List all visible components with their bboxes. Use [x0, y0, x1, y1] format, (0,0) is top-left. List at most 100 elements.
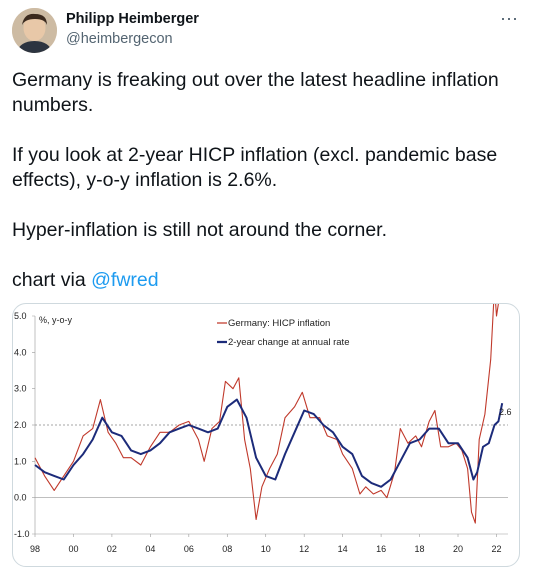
data-point: [150, 450, 151, 451]
data-point: [73, 461, 74, 462]
data-point: [265, 475, 266, 476]
data-point: [92, 428, 93, 429]
x-tick-label: 10: [261, 544, 271, 554]
tweet-paragraph-4: chart via @fwred: [12, 268, 512, 293]
data-point: [73, 464, 74, 465]
data-point: [131, 450, 132, 451]
data-point: [438, 428, 439, 429]
data-point: [409, 443, 410, 444]
data-point: [471, 512, 472, 513]
tweet-paragraph-3: Hyper-inflation is still not around the …: [12, 219, 388, 241]
y-axis-label: %, y-o-y: [39, 315, 73, 325]
data-point: [319, 417, 320, 418]
data-point: [390, 479, 391, 480]
more-horizontal-icon[interactable]: ⋯: [500, 9, 519, 29]
data-point: [159, 443, 160, 444]
data-point: [496, 315, 497, 316]
tweet-paragraph-2: If you look at 2-year HICP inflation (ex…: [12, 144, 498, 191]
legend-red-label: Germany: HICP inflation: [228, 318, 330, 329]
series-line-hicp: [34, 304, 499, 524]
data-point: [207, 432, 208, 433]
data-point: [44, 475, 45, 476]
x-tick-label: 12: [299, 544, 309, 554]
x-tick-label: 08: [222, 544, 232, 554]
author-name[interactable]: Philipp Heimberger: [66, 11, 199, 27]
chart-series: [34, 304, 504, 524]
data-point: [140, 464, 141, 465]
data-point: [359, 493, 360, 494]
data-point: [482, 446, 483, 447]
data-point: [332, 432, 333, 433]
data-point: [484, 414, 485, 415]
y-tick-label: 3.0: [14, 384, 27, 394]
data-point: [467, 468, 468, 469]
x-tick-label: 04: [145, 544, 155, 554]
data-point: [225, 381, 226, 382]
data-point: [150, 446, 151, 447]
data-point: [102, 417, 103, 418]
y-tick-label: 4.0: [14, 347, 27, 357]
data-point: [204, 461, 205, 462]
tweet-media-chart[interactable]: 5.0 4.0 3.0 2.0 1.0 0.0 -1.0 98 00 02 04 06 08 10 12 1…: [12, 303, 520, 567]
data-point: [323, 424, 324, 425]
data-point: [256, 457, 257, 458]
data-point: [494, 424, 495, 425]
data-point: [381, 490, 382, 491]
data-point: [188, 421, 189, 422]
data-point: [429, 428, 430, 429]
data-point: [108, 432, 109, 433]
data-point: [309, 417, 310, 418]
data-point: [83, 435, 84, 436]
data-point: [342, 446, 343, 447]
data-point: [244, 439, 245, 440]
x-tick-label: 14: [338, 544, 348, 554]
data-point: [434, 410, 435, 411]
x-tick-label: 16: [376, 544, 386, 554]
data-point: [479, 439, 480, 440]
x-tick-label: 06: [184, 544, 194, 554]
data-point: [361, 475, 362, 476]
data-point: [284, 417, 285, 418]
mention-link[interactable]: @fwred: [91, 269, 159, 291]
data-point: [475, 523, 476, 524]
data-point: [238, 377, 239, 378]
data-point: [294, 406, 295, 407]
data-point: [342, 454, 343, 455]
data-point: [111, 432, 112, 433]
data-point: [92, 439, 93, 440]
x-axis: 98 00 02 04 06 08 10 12 14 16 18 20 22: [30, 534, 501, 554]
data-point: [429, 421, 430, 422]
legend-blue-label: 2-year change at annual rate: [228, 337, 349, 348]
data-point: [304, 410, 305, 411]
data-point: [269, 468, 270, 469]
data-point: [250, 468, 251, 469]
avatar[interactable]: [12, 8, 57, 53]
data-point: [232, 388, 233, 389]
data-point: [63, 479, 64, 480]
annotation-label: 2.6: [499, 407, 512, 417]
data-point: [473, 479, 474, 480]
data-point: [169, 432, 170, 433]
data-point: [448, 446, 449, 447]
data-point: [261, 486, 262, 487]
x-tick-label: 02: [107, 544, 117, 554]
tweet-paragraph-1: Germany is freaking out over the latest …: [12, 69, 499, 116]
series-line-2year: [34, 398, 504, 488]
tweet-text: Germany is freaking out over the latest …: [12, 68, 512, 293]
data-point: [490, 359, 491, 360]
data-point: [179, 424, 180, 425]
data-point: [381, 486, 382, 487]
data-point: [488, 443, 489, 444]
data-point: [502, 403, 503, 404]
data-point: [100, 399, 101, 400]
x-tick-label: 18: [415, 544, 425, 554]
data-point: [277, 454, 278, 455]
x-tick-label: 22: [491, 544, 501, 554]
x-tick-label: 20: [453, 544, 463, 554]
y-tick-label: 5.0: [14, 311, 27, 321]
data-point: [123, 457, 124, 458]
data-point: [179, 428, 180, 429]
data-point: [275, 479, 276, 480]
author-handle[interactable]: @heimbergecon: [66, 31, 173, 47]
